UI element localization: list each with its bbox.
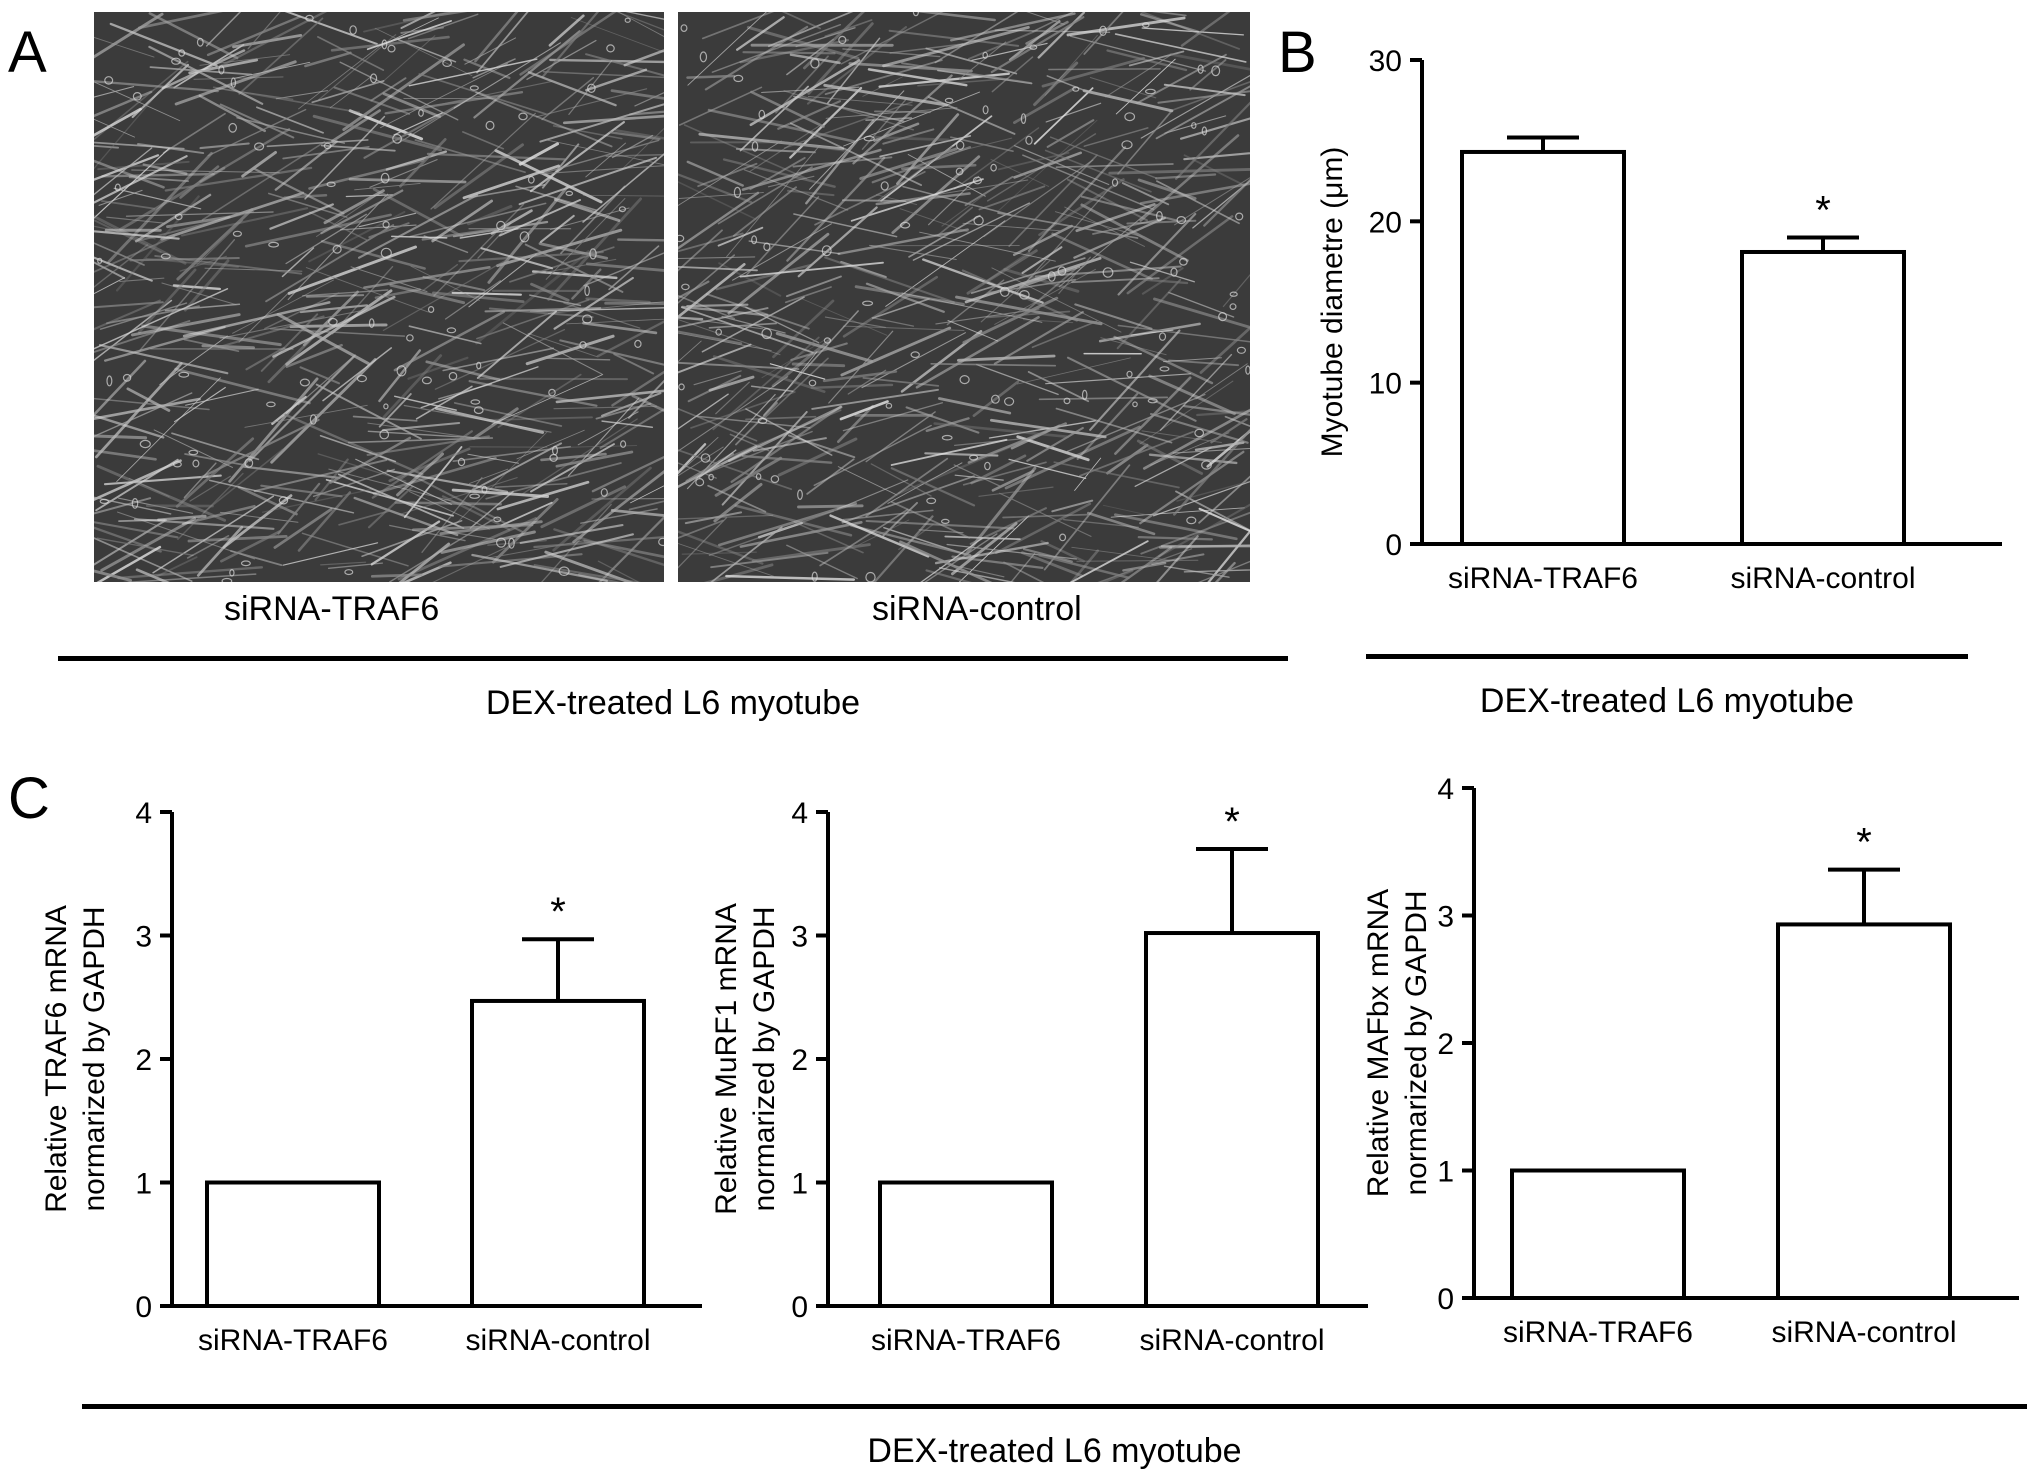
- y-axis-label: Myotube diametre (μm): [1316, 147, 1349, 458]
- panel-letter-a: A: [8, 20, 47, 85]
- y-tick-label: 0: [791, 1291, 808, 1324]
- x-tick-label: siRNA-TRAF6: [198, 1324, 388, 1357]
- chart-mafbx-mrna: 0 1 2 3 4 Relative MAFbx mRNA normarized by GA…: [1362, 773, 2019, 1349]
- chart-traf6-mrna: 0 1 2 3 4 Relative TRAF6 mRNA normarized by GA…: [40, 797, 702, 1357]
- y-tick-label: 4: [135, 797, 152, 830]
- x-tick-label: siRNA-control: [465, 1324, 650, 1357]
- x-tick-label: siRNA-control: [1730, 562, 1915, 595]
- image-label-sirna-control: siRNA-control: [872, 590, 1082, 628]
- y-tick-label: 20: [1369, 206, 1402, 239]
- group-line-a: [58, 656, 1288, 661]
- bar: [878, 1180, 1054, 1308]
- group-label-b: DEX-treated L6 myotube: [1479, 682, 1855, 720]
- significance-marker: *: [1224, 800, 1240, 844]
- y-tick-label: 30: [1369, 45, 1402, 78]
- image-label-sirna-traf6: siRNA-TRAF6: [224, 590, 440, 628]
- micrograph-sirna-control: [678, 12, 1250, 582]
- x-tick-label: siRNA-TRAF6: [1503, 1316, 1693, 1349]
- x-tick-label: siRNA-TRAF6: [1448, 562, 1638, 595]
- x-tick-label: siRNA-TRAF6: [871, 1324, 1061, 1357]
- micrograph-sirna-traf6: [94, 12, 664, 582]
- group-line-c: [82, 1404, 2027, 1409]
- micrograph-texture: [94, 12, 664, 582]
- group-line-b: [1366, 654, 1968, 659]
- y-axis-label: normarized by GAPDH: [78, 906, 111, 1211]
- y-tick-label: 2: [135, 1044, 152, 1077]
- x-tick-label: siRNA-control: [1771, 1316, 1956, 1349]
- bar: [470, 998, 646, 1309]
- y-tick-label: 4: [1437, 773, 1454, 806]
- y-axis-label: normarized by GAPDH: [1400, 890, 1433, 1195]
- y-tick-label: 0: [1437, 1283, 1454, 1316]
- bar: [1460, 149, 1626, 547]
- group-label-c: DEX-treated L6 myotube: [867, 1432, 1242, 1470]
- y-tick-label: 3: [1437, 901, 1454, 934]
- y-tick-label: 10: [1369, 368, 1402, 401]
- y-tick-label: 3: [135, 921, 152, 954]
- y-tick-label: 2: [791, 1044, 808, 1077]
- significance-marker: *: [1856, 821, 1872, 865]
- significance-marker: *: [1815, 188, 1831, 232]
- bar: [1740, 249, 1906, 546]
- bar: [1144, 931, 1320, 1308]
- bar: [1510, 1168, 1686, 1300]
- y-axis-label: Relative MAFbx mRNA: [1362, 889, 1395, 1197]
- chart-murf1-mrna: 0 1 2 3 4 Relative MuRF1 mRNA normarized by GA…: [710, 797, 1368, 1357]
- y-tick-label: 1: [1437, 1156, 1454, 1189]
- y-tick-label: 2: [1437, 1028, 1454, 1061]
- y-tick-label: 3: [791, 921, 808, 954]
- micrograph-texture: [678, 12, 1250, 582]
- significance-marker: *: [550, 890, 566, 934]
- x-tick-label: siRNA-control: [1139, 1324, 1324, 1357]
- bar: [1776, 922, 1952, 1301]
- y-tick-label: 4: [791, 797, 808, 830]
- panel-letter-b: B: [1278, 20, 1317, 85]
- y-tick-label: 1: [791, 1168, 808, 1201]
- panel-letter-c: C: [8, 766, 50, 831]
- group-label-a: DEX-treated L6 myotube: [485, 684, 861, 722]
- y-tick-label: 1: [135, 1168, 152, 1201]
- y-axis-label: Relative MuRF1 mRNA: [710, 903, 743, 1215]
- y-axis-label: Relative TRAF6 mRNA: [40, 905, 73, 1213]
- chart-myotube-diameter: 0 10 20 30 Myotube diametre (μm) siRNA-TRAF6 *…: [1316, 45, 2002, 595]
- y-axis-label: normarized by GAPDH: [748, 906, 781, 1211]
- y-tick-label: 0: [1385, 529, 1402, 562]
- bar: [205, 1180, 381, 1308]
- y-tick-label: 0: [135, 1291, 152, 1324]
